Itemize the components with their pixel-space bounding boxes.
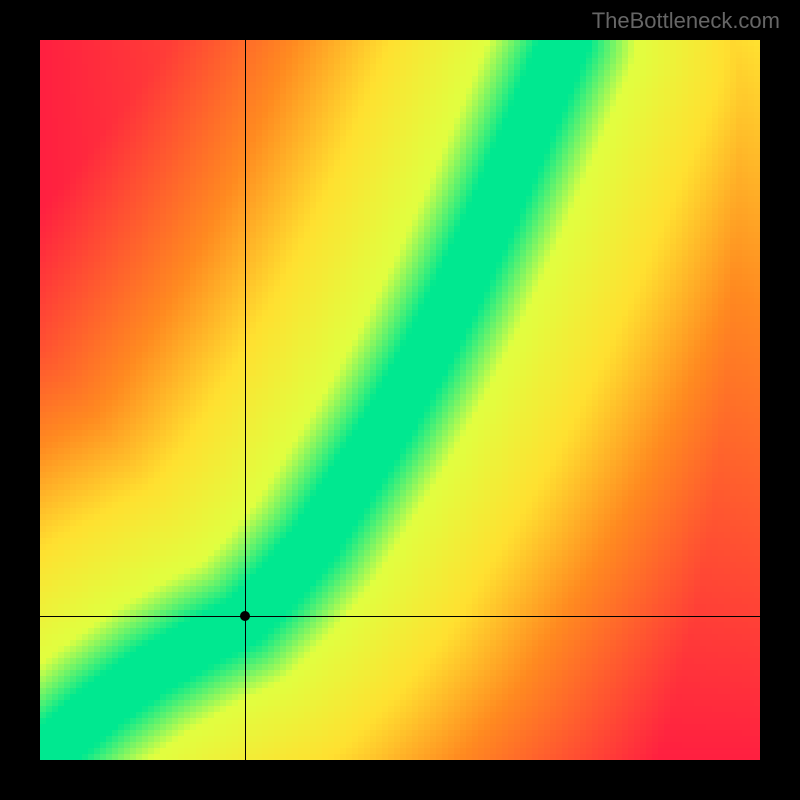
crosshair-horizontal bbox=[40, 616, 760, 617]
crosshair-vertical bbox=[245, 40, 246, 760]
crosshair-marker-dot bbox=[240, 611, 250, 621]
watermark-text: TheBottleneck.com bbox=[592, 8, 780, 34]
heatmap-canvas bbox=[40, 40, 760, 760]
bottleneck-heatmap bbox=[40, 40, 760, 760]
